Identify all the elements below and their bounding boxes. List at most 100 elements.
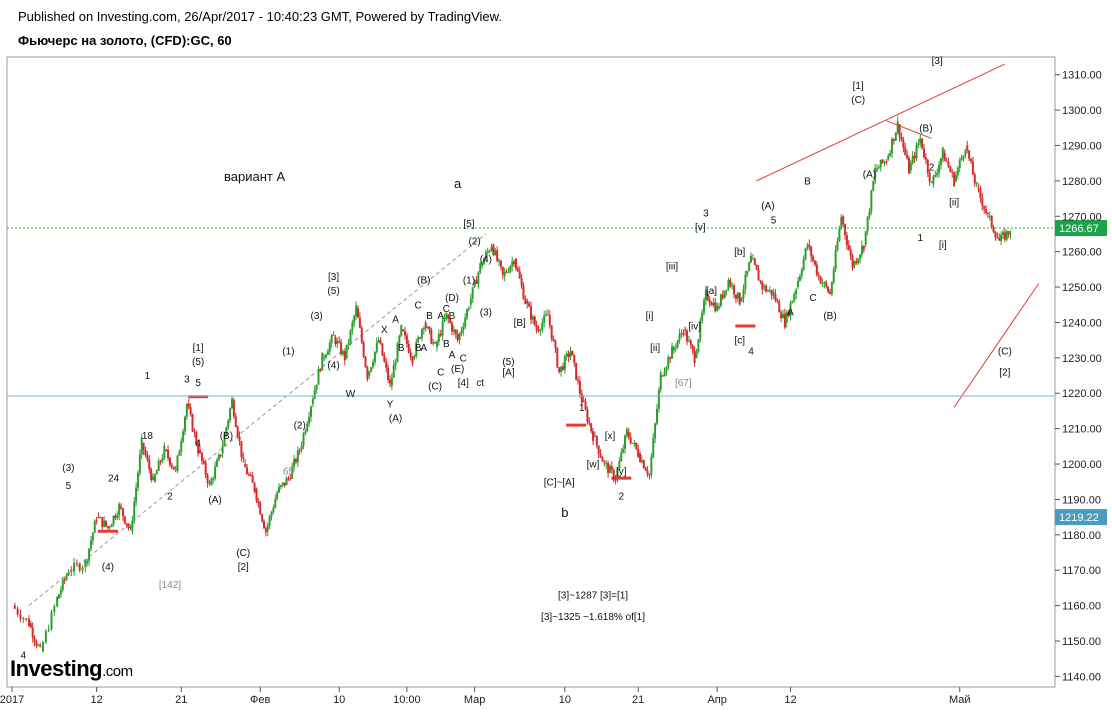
wave-label: вариант А — [224, 169, 285, 184]
candle-body — [278, 487, 281, 493]
candle-body — [377, 340, 380, 343]
candle-body — [458, 333, 461, 341]
candle-body — [469, 298, 472, 305]
x-tick-label: 21 — [175, 694, 187, 706]
wave-label: 4 — [21, 651, 27, 662]
plot-area — [6, 56, 1056, 688]
y-tick-label: 1290.00 — [1062, 140, 1102, 152]
candle-body — [22, 618, 25, 620]
wave-label: (3) — [480, 307, 492, 318]
wave-label: (2) — [468, 237, 480, 248]
wave-label: [w] — [587, 460, 600, 471]
candle-body — [774, 294, 777, 301]
candle-body — [56, 596, 59, 607]
candle-body — [191, 414, 194, 432]
x-tick-label: Май — [949, 694, 971, 706]
candle-body — [627, 432, 630, 438]
candle-body — [268, 516, 271, 526]
candle-body — [584, 401, 587, 410]
candle-body — [648, 474, 651, 476]
candle-body — [528, 303, 531, 307]
candle-body — [802, 258, 805, 270]
candle-body — [862, 245, 865, 250]
candle-body — [422, 327, 425, 330]
candle-body — [710, 302, 713, 306]
candle-body — [112, 515, 115, 525]
candle-body — [563, 356, 566, 370]
x-tick-label: 10 — [333, 694, 345, 706]
candle-body — [343, 351, 346, 361]
candle-body — [89, 540, 92, 549]
candle-body — [729, 279, 732, 287]
x-tick-label: 12 — [784, 694, 796, 706]
candle-body — [650, 457, 653, 475]
y-tick-label: 1310.00 — [1062, 70, 1102, 82]
x-tick-label: 2017 — [0, 694, 24, 706]
wave-label: C — [809, 293, 816, 304]
candle-body — [443, 318, 446, 322]
candle-body — [671, 346, 674, 359]
candle-body — [266, 525, 269, 532]
candle-body — [81, 567, 84, 571]
candle-body — [234, 416, 237, 427]
candle-body — [770, 289, 773, 296]
wave-label: A — [420, 343, 427, 354]
candle-body — [898, 124, 901, 137]
candle-body — [279, 485, 282, 488]
candle-body — [879, 159, 882, 168]
candle-body — [545, 314, 548, 316]
candle-body — [590, 423, 593, 432]
candle-body — [199, 449, 202, 453]
candle-body — [941, 147, 944, 159]
wave-label: [iii] — [666, 261, 678, 272]
candle-body — [298, 450, 301, 452]
candle-body — [255, 488, 258, 501]
candle-body — [270, 512, 273, 517]
candle-body — [47, 629, 50, 632]
candle-body — [486, 251, 489, 253]
candle-body — [928, 172, 931, 182]
candle-body — [59, 590, 62, 595]
candle-body — [703, 300, 705, 313]
candle-body — [168, 457, 171, 465]
wave-label: A — [437, 311, 444, 322]
candle-body — [939, 158, 942, 165]
candle-body — [217, 454, 220, 461]
candle-body — [911, 155, 914, 163]
candle-body — [738, 292, 741, 305]
candle-body — [949, 166, 952, 172]
candle-body — [249, 475, 252, 477]
candle-body — [496, 250, 499, 261]
candle-body — [101, 517, 104, 527]
candle-body — [550, 325, 553, 339]
candle-body — [1003, 232, 1006, 240]
wave-label: [a] — [706, 286, 717, 297]
wave-label: Y — [387, 399, 394, 410]
candle-body — [167, 449, 170, 458]
wave-label: (4) — [102, 562, 114, 573]
candle-body — [533, 316, 536, 326]
y-tick-label: 1150.00 — [1062, 636, 1101, 648]
candle-body — [174, 468, 177, 470]
candle-body — [197, 444, 200, 454]
candle-body — [543, 315, 546, 323]
candle-body — [667, 357, 670, 368]
candle-body — [221, 446, 224, 454]
candle-body — [573, 355, 576, 363]
candle-body — [652, 438, 655, 458]
candle-body — [430, 329, 433, 344]
candle-body — [900, 136, 903, 140]
candle-body — [932, 176, 935, 185]
candle-body — [601, 457, 604, 462]
candle-body — [441, 321, 444, 336]
candle-body — [200, 452, 203, 461]
candle-body — [309, 406, 312, 417]
candle-body — [849, 249, 852, 256]
wave-label: [B] — [514, 318, 526, 329]
candle-body — [259, 502, 262, 515]
candle-body — [114, 515, 117, 518]
candle-body — [639, 453, 642, 463]
candle-body — [582, 400, 585, 402]
candle-body — [417, 337, 420, 342]
